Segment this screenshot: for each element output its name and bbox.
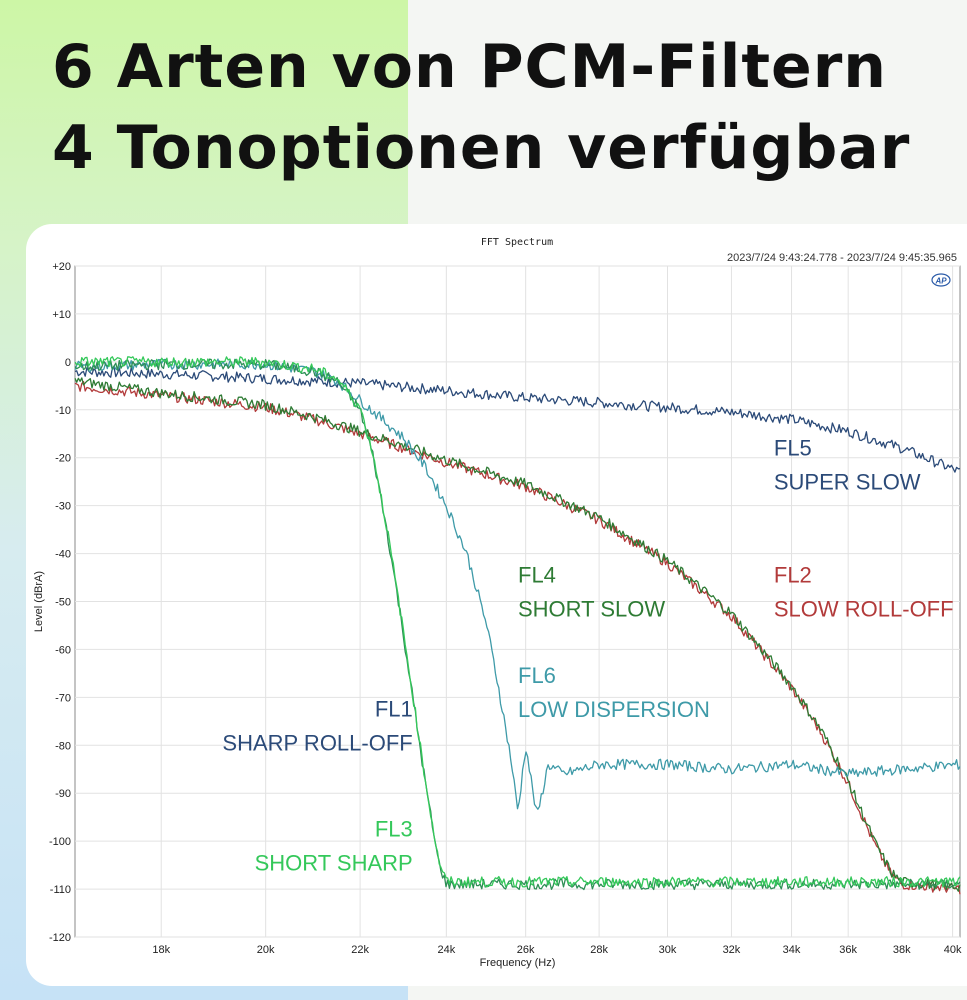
headline-line-1: 6 Arten von PCM-Filtern — [52, 32, 887, 102]
x-tick-label: 32k — [723, 944, 741, 956]
x-tick-label: 18k — [152, 944, 170, 956]
annotation-code-fl3: FL3 — [375, 816, 413, 841]
y-tick-label: -60 — [55, 644, 71, 656]
annotation-code-fl2: FL2 — [774, 562, 812, 587]
y-tick-label: -80 — [55, 740, 71, 752]
annotation-name-fl6: LOW DISPERSION — [518, 697, 710, 722]
x-tick-label: 28k — [590, 944, 608, 956]
series-line-fl6 — [74, 358, 961, 810]
chart-title: FFT Spectrum — [481, 237, 553, 248]
y-tick-label: 0 — [65, 357, 71, 369]
y-tick-label: -30 — [55, 501, 71, 513]
y-tick-label: +20 — [52, 261, 71, 273]
x-tick-label: 22k — [351, 944, 369, 956]
x-tick-label: 38k — [893, 944, 911, 956]
y-tick-label: +10 — [52, 309, 71, 321]
x-tick-label: 30k — [659, 944, 677, 956]
x-tick-label: 24k — [437, 944, 455, 956]
y-tick-label: -110 — [50, 884, 71, 896]
annotation-name-fl5: SUPER SLOW — [774, 469, 921, 494]
y-tick-label: -120 — [49, 932, 71, 944]
y-tick-label: -100 — [49, 836, 71, 848]
x-tick-label: 20k — [257, 944, 275, 956]
x-tick-label: 34k — [783, 944, 801, 956]
annotation-name-fl3: SHORT SHARP — [255, 850, 413, 875]
annotation-code-fl4: FL4 — [518, 562, 556, 587]
ap-logo-icon — [931, 273, 951, 287]
annotation-code-fl1: FL1 — [375, 697, 413, 722]
annotation-name-fl2: SLOW ROLL-OFF — [774, 596, 954, 621]
x-tick-label: 36k — [839, 944, 857, 956]
x-tick-label: 40k — [944, 944, 962, 956]
x-tick-label: 26k — [517, 944, 535, 956]
background-plain — [408, 0, 967, 230]
annotation-name-fl4: SHORT SLOW — [518, 596, 665, 621]
ap-logo-text: AP — [934, 277, 947, 286]
y-tick-label: -50 — [55, 597, 71, 609]
y-axis-label: Level (dBrA) — [33, 571, 45, 632]
series-line-fl4 — [74, 377, 961, 892]
series-line-fl3 — [74, 356, 961, 888]
y-tick-label: -40 — [55, 549, 71, 561]
chart-subtitle: 2023/7/24 9:43:24.778 - 2023/7/24 9:45:3… — [727, 252, 957, 264]
x-axis-label: Frequency (Hz) — [480, 957, 556, 969]
series-line-fl5 — [74, 366, 961, 473]
y-tick-label: -20 — [55, 453, 71, 465]
annotation-code-fl5: FL5 — [774, 435, 812, 460]
y-tick-label: -90 — [55, 788, 71, 800]
annotation-code-fl6: FL6 — [518, 663, 556, 688]
annotation-name-fl1: SHARP ROLL-OFF — [222, 731, 412, 756]
y-tick-label: -10 — [55, 405, 71, 417]
headline-line-2: 4 Tonoptionen verfügbar — [52, 113, 911, 183]
y-tick-label: -70 — [55, 692, 71, 704]
